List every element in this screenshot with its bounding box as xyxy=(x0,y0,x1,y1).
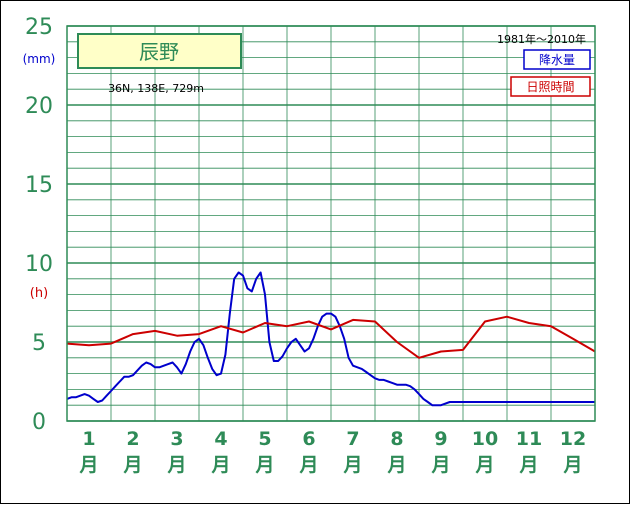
x-tick-label: 9 xyxy=(434,428,447,450)
y-tick-label: 0 xyxy=(32,410,46,435)
x-tick-suffix: 月 xyxy=(430,454,450,476)
series-line-sunshine xyxy=(66,315,596,359)
x-tick-suffix: 月 xyxy=(298,454,318,476)
x-tick-label: 4 xyxy=(214,428,227,450)
x-tick-label: 12 xyxy=(560,428,586,450)
y-axis-label-mm: (mm) xyxy=(23,52,56,66)
x-tick-suffix: 月 xyxy=(562,454,582,476)
x-tick-label: 11 xyxy=(516,428,542,450)
x-tick-label: 8 xyxy=(390,428,403,450)
x-tick-suffix: 月 xyxy=(386,454,406,476)
chart-subtitle: 36N, 138E, 729m xyxy=(108,82,204,95)
x-tick-label: 7 xyxy=(346,428,359,450)
x-tick-suffix: 月 xyxy=(474,454,494,476)
y-tick-label: 20 xyxy=(25,94,53,119)
x-tick-label: 10 xyxy=(472,428,498,450)
y-axis-ticks: 0 5 10 15 20 25 xyxy=(25,15,53,435)
x-tick-label: 6 xyxy=(302,428,315,450)
title-box xyxy=(77,33,242,69)
series-layer xyxy=(66,271,596,407)
legend-label: 日照時間 xyxy=(526,80,574,94)
x-tick-label: 2 xyxy=(126,428,139,450)
y-axis-label-h: (h) xyxy=(30,286,48,301)
legend-label: 降水量 xyxy=(539,53,575,67)
y-tick-label: 5 xyxy=(32,331,46,356)
x-tick-suffix: 月 xyxy=(166,454,186,476)
x-axis-ticks: 1 月 2 月 3 月 4 月 5 月 6 月 7 月 8 月 9 月 10 月 11 月 12 月 xyxy=(78,428,586,476)
y-tick-label: 15 xyxy=(25,173,53,198)
period-label: 1981年〜2010年 xyxy=(497,32,586,46)
y-tick-label: 10 xyxy=(25,252,53,277)
x-tick-suffix: 月 xyxy=(78,454,98,476)
legend-box xyxy=(510,76,591,97)
y-tick-label: 25 xyxy=(25,15,53,40)
x-tick-suffix: 月 xyxy=(122,454,142,476)
series-line-precipitation xyxy=(66,271,595,407)
plot-border xyxy=(66,25,596,422)
x-tick-suffix: 月 xyxy=(254,454,274,476)
x-tick-suffix: 月 xyxy=(210,454,230,476)
chart-title: 辰野 xyxy=(139,40,179,64)
x-tick-suffix: 月 xyxy=(518,454,538,476)
x-tick-label: 1 xyxy=(82,428,95,450)
legend-box xyxy=(523,49,591,70)
x-tick-suffix: 月 xyxy=(342,454,362,476)
x-tick-label: 3 xyxy=(170,428,183,450)
x-tick-label: 5 xyxy=(258,428,271,450)
